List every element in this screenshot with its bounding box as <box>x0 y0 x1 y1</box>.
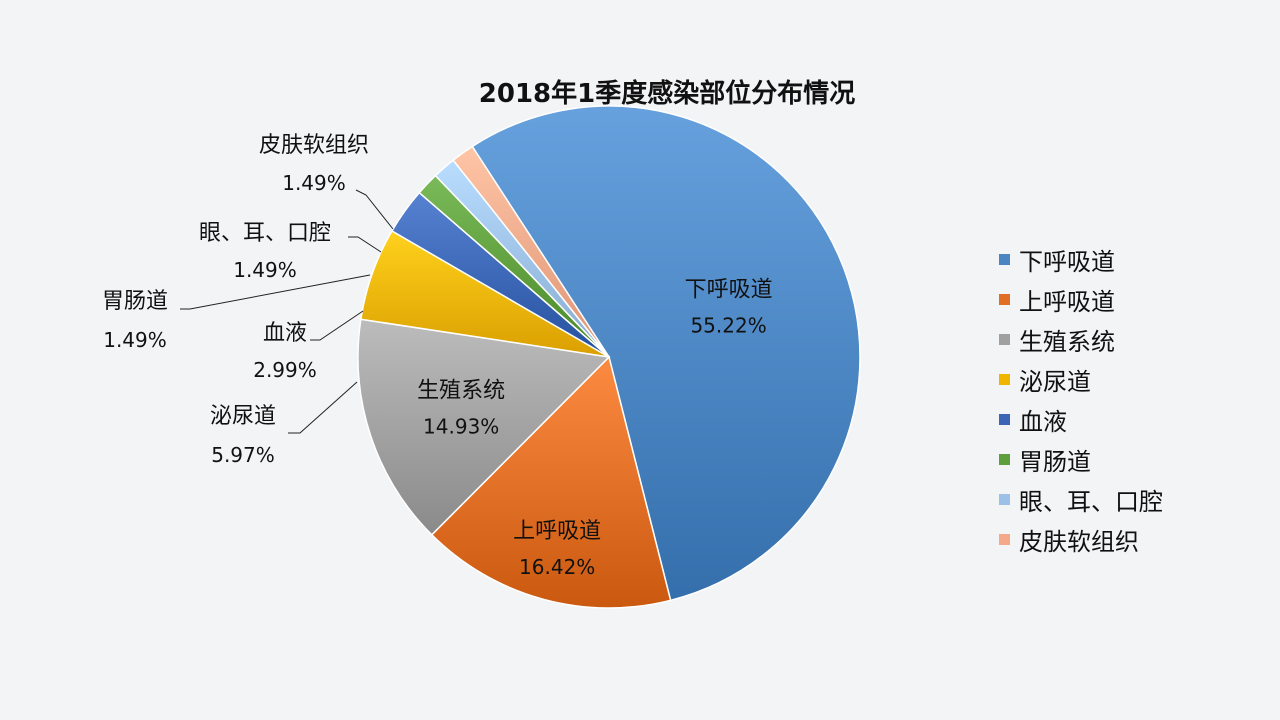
slice-value-label: 5.97% <box>211 443 275 467</box>
legend-swatch <box>999 414 1010 425</box>
slice-value-label: 1.49% <box>282 171 346 195</box>
leader-line <box>348 236 382 253</box>
legend-swatch <box>999 494 1010 505</box>
slice-label: 皮肤软组织 <box>259 133 369 158</box>
leader-line <box>288 381 358 434</box>
legend-swatch <box>999 454 1010 465</box>
slice-label: 泌尿道 <box>210 404 276 429</box>
legend-label: 皮肤软组织 <box>1019 528 1139 556</box>
slice-labels: 下呼吸道 55.22% 上呼吸道 16.42% 生殖系统 14.93% 泌尿道 5.97% 血液… <box>102 133 773 579</box>
slice-label: 生殖系统 <box>417 379 505 404</box>
legend-swatch <box>999 254 1010 265</box>
slice-value-label: 55.22% <box>690 314 766 338</box>
slice-value-label: 16.42% <box>519 555 595 579</box>
slice-value-label: 2.99% <box>253 358 317 382</box>
leader-lines <box>180 189 394 434</box>
slice-label: 上呼吸道 <box>513 519 601 544</box>
legend-swatch <box>999 534 1010 545</box>
legend-label: 下呼吸道 <box>1019 248 1115 276</box>
pie-slice <box>430 355 672 609</box>
slice-label: 眼、耳、口腔 <box>199 221 331 246</box>
leader-line <box>355 189 394 230</box>
slice-value-label: 1.49% <box>233 258 297 282</box>
pie-slice <box>452 145 610 358</box>
legend-label: 泌尿道 <box>1019 368 1091 396</box>
legend-label: 眼、耳、口腔 <box>1019 488 1163 516</box>
legend-swatch <box>999 334 1010 345</box>
legend-label: 生殖系统 <box>1019 328 1115 356</box>
leader-line <box>310 310 364 341</box>
slice-label: 胃肠道 <box>102 289 168 314</box>
pie-slice <box>357 318 611 536</box>
slice-label: 下呼吸道 <box>685 278 773 303</box>
slice-value-label: 1.49% <box>103 328 167 352</box>
chart-title: 2018年1季度感染部位分布情况 <box>479 78 855 109</box>
legend-swatch <box>999 374 1010 385</box>
legend-label: 血液 <box>1019 408 1067 436</box>
slice-value-label: 14.93% <box>423 415 499 439</box>
legend-label: 上呼吸道 <box>1019 288 1115 316</box>
legend-swatch <box>999 294 1010 305</box>
pie-slices <box>357 105 861 609</box>
slice-label: 血液 <box>263 321 307 346</box>
leader-line <box>180 274 371 310</box>
pie-slice <box>471 105 861 602</box>
legend-label: 胃肠道 <box>1019 448 1091 476</box>
